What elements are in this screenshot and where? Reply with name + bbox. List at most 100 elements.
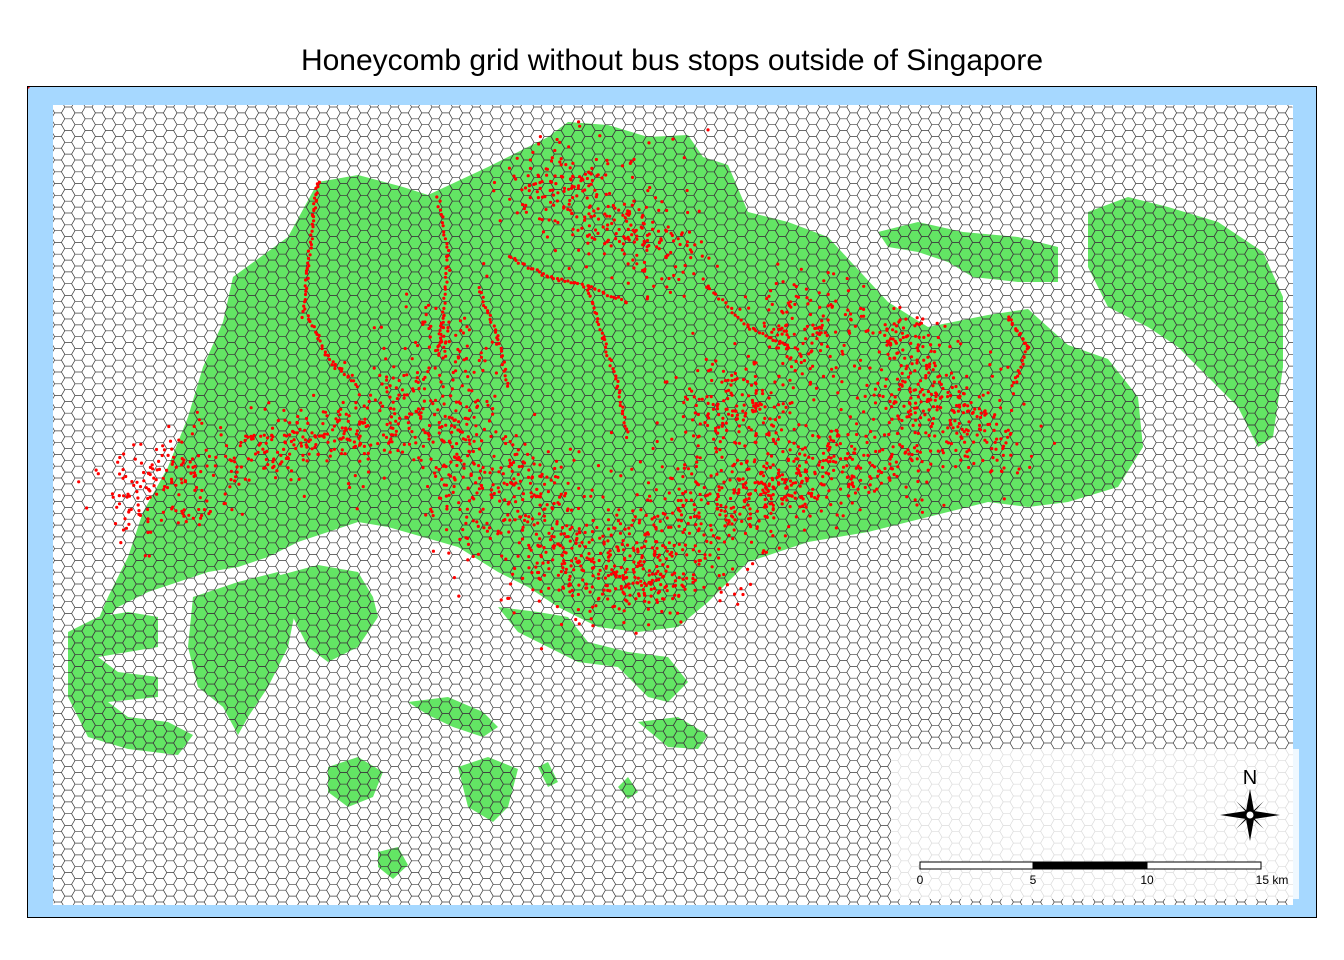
bus-stop-point	[312, 219, 316, 223]
bus-stop-point	[521, 498, 525, 502]
bus-stop-point	[333, 439, 337, 443]
bus-stop-point	[486, 309, 490, 313]
bus-stop-point	[683, 527, 687, 532]
bus-stop-point	[564, 491, 568, 495]
bus-stop-point	[137, 509, 141, 513]
bus-stop-point	[885, 343, 889, 347]
bus-stop-point	[600, 336, 604, 340]
bus-stop-point	[627, 582, 631, 586]
bus-stop-point	[170, 462, 174, 466]
bus-stop-point	[453, 477, 457, 481]
bus-stop-point	[772, 327, 776, 331]
bus-stop-point	[488, 313, 492, 317]
bus-stop-point	[291, 429, 295, 433]
bus-stop-point	[512, 495, 516, 499]
bus-stop-point	[813, 496, 817, 500]
bus-stop-point	[694, 464, 699, 469]
bus-stop-point	[770, 501, 774, 505]
bus-stop-point	[705, 423, 710, 428]
bus-stop-point	[321, 410, 325, 414]
bus-stop-point	[501, 472, 505, 476]
bus-stop-point	[817, 325, 822, 329]
bus-stop-point	[554, 459, 559, 463]
bus-stop-point	[443, 237, 447, 241]
bus-stop-point	[346, 375, 350, 379]
bus-stop-point	[455, 452, 459, 456]
bus-stop-point	[655, 546, 659, 550]
bus-stop-point	[683, 543, 688, 547]
bus-stop-point	[703, 556, 707, 560]
bus-stop-point	[912, 446, 917, 450]
bus-stop-point	[323, 432, 327, 436]
bus-stop-point	[643, 581, 647, 585]
bus-stop-point	[1025, 344, 1029, 348]
bus-stop-point	[413, 435, 417, 439]
bus-stop-point	[623, 424, 627, 428]
bus-stop-point	[703, 553, 707, 557]
bus-stop-point	[659, 572, 663, 576]
bus-stop-point	[954, 448, 958, 452]
bus-stop-point	[838, 442, 843, 446]
bus-stop-point	[772, 516, 776, 520]
bus-stop-point	[681, 415, 686, 419]
bus-stop-point	[174, 509, 178, 513]
bus-stop-point	[703, 421, 707, 425]
bus-stop-point	[1017, 467, 1021, 471]
bus-stop-point	[308, 253, 312, 257]
bus-stop-point	[605, 214, 609, 218]
bus-stop-point	[490, 488, 494, 492]
bus-stop-point	[619, 584, 623, 588]
bus-stop-point	[510, 469, 514, 473]
bus-stop-point	[354, 382, 358, 387]
bus-stop-point	[640, 554, 644, 558]
bus-stop-point	[526, 520, 530, 524]
bus-stop-point	[798, 505, 802, 509]
bus-stop-point	[271, 466, 275, 470]
bus-stop-point	[780, 326, 784, 330]
bus-stop-point	[744, 497, 748, 502]
bus-stop-point	[249, 458, 254, 462]
bus-stop-point	[768, 345, 772, 349]
bus-stop-point	[685, 576, 689, 580]
bus-stop-point	[737, 488, 741, 492]
bus-stop-point	[729, 383, 733, 387]
bus-stop-point	[927, 365, 932, 369]
bus-stop-point	[232, 456, 236, 460]
bus-stop-point	[578, 544, 582, 548]
bus-stop-point	[635, 541, 639, 545]
bus-stop-point	[658, 519, 662, 523]
bus-stop-point	[497, 490, 501, 494]
bus-stop-point	[653, 196, 658, 200]
bus-stop-point	[696, 412, 701, 417]
bus-stop-point	[793, 346, 797, 350]
bus-stop-point	[166, 453, 170, 457]
bus-stop-point	[354, 406, 358, 410]
bus-stop-point	[606, 223, 610, 227]
bus-stop-point	[793, 496, 797, 500]
bus-stop-point	[636, 581, 640, 585]
bus-stop-point	[270, 426, 275, 430]
bus-stop-point	[621, 242, 626, 246]
bus-stop-point	[887, 476, 891, 480]
bus-stop-point	[537, 174, 541, 178]
bus-stop-point	[993, 440, 997, 444]
bus-stop-point	[357, 393, 361, 397]
bus-stop-point	[742, 378, 746, 382]
bus-stop-point	[905, 364, 909, 368]
bus-stop-point	[672, 239, 676, 243]
bus-stop-point	[157, 467, 162, 471]
bus-stop-point	[929, 349, 933, 353]
bus-stop-point	[542, 573, 547, 577]
bus-stop-point	[442, 230, 446, 234]
bus-stop-point	[385, 390, 389, 394]
bus-stop-point	[428, 335, 432, 339]
bus-stop-point	[429, 457, 433, 461]
bus-stop-point	[243, 477, 247, 481]
bus-stop-point	[608, 549, 612, 553]
bus-stop-point	[305, 459, 309, 463]
bus-stop-point	[466, 542, 471, 546]
bus-stop-point	[583, 172, 588, 176]
bus-stop-point	[754, 389, 758, 393]
bus-stop-point	[909, 355, 914, 359]
bus-stop-point	[717, 485, 721, 489]
